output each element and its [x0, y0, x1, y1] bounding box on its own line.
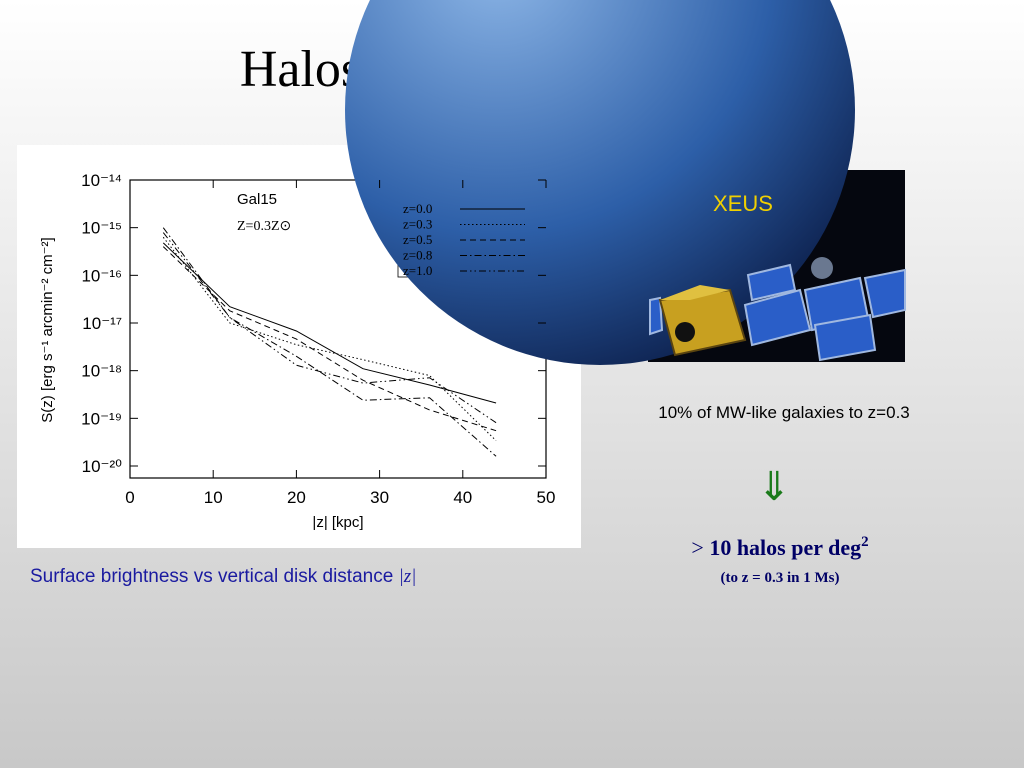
x-tick-label: 30 — [370, 488, 389, 507]
x-tick-label: 50 — [537, 488, 556, 507]
series-line — [162, 246, 497, 432]
series-line — [162, 242, 497, 404]
x-tick-label: 20 — [287, 488, 306, 507]
result-prefix: > — [691, 535, 703, 560]
result: > 10 halos per deg2 — [691, 534, 868, 560]
xeus-image — [345, 0, 906, 365]
image-label: XEUS — [713, 191, 773, 216]
legend-label: z=0.0 — [403, 201, 432, 216]
series-line — [162, 227, 497, 457]
annotation: Z=0.3Z⊙ — [237, 219, 291, 234]
arrow: ⇓ — [757, 464, 791, 509]
legend-label: z=0.5 — [403, 232, 432, 247]
result-sub: (to z = 0.3 in 1 Ms) — [721, 570, 840, 586]
caption-text: Surface brightness vs vertical disk dist… — [30, 566, 393, 587]
caption: Surface brightness vs vertical disk dist… — [30, 566, 416, 587]
y-tick-label: 10⁻²⁰ — [82, 457, 123, 476]
annotation: Gal15 — [237, 191, 277, 208]
x-tick-label: 40 — [453, 488, 472, 507]
y-tick-label: 10⁻¹⁷ — [82, 314, 122, 333]
note: 10% of MW-like galaxies to z=0.3 — [658, 403, 910, 422]
legend-label: z=0.8 — [403, 248, 432, 263]
legend-label: z=1.0 — [403, 263, 432, 278]
caption-math: |z| — [399, 566, 417, 587]
y-tick-label: 10⁻¹⁹ — [81, 409, 122, 428]
x-tick-label: 0 — [125, 488, 134, 507]
series-line — [162, 232, 497, 424]
y-tick-label: 10⁻¹⁴ — [81, 171, 122, 190]
y-tick-label: 10⁻¹⁵ — [81, 219, 122, 238]
y-tick-label: 10⁻¹⁸ — [81, 362, 122, 381]
result-sup: 2 — [861, 534, 869, 550]
y-tick-label: 10⁻¹⁶ — [81, 266, 122, 285]
x-axis-label: |z| [kpc] — [312, 514, 363, 531]
y-axis-label: S(z) [erg s⁻¹ arcmin⁻² cm⁻²] — [39, 237, 56, 422]
series-line — [162, 236, 497, 442]
x-tick-label: 10 — [204, 488, 223, 507]
legend-label: z=0.3 — [403, 217, 432, 232]
result-main: 10 halos per deg — [709, 535, 861, 560]
